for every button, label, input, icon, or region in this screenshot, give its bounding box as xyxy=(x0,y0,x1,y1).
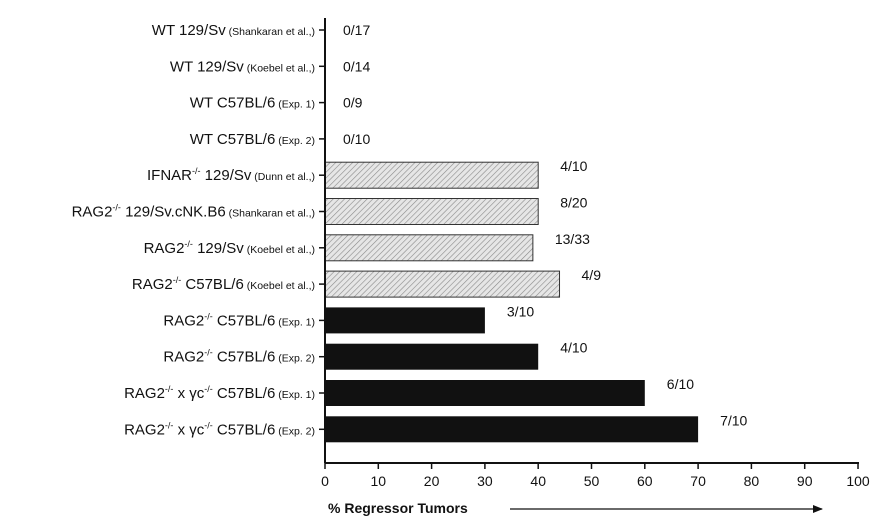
category-label-2: WT 129/Sv (Koebel et al.,) xyxy=(170,58,315,75)
category-label-6: RAG2-/- 129/Sv.cNK.B6 (Shankaran et al.,… xyxy=(72,203,315,221)
data-label-5: 4/10 xyxy=(560,158,587,174)
category-label-9: RAG2-/- C57BL/6 (Exp. 1) xyxy=(163,311,315,329)
bar-12 xyxy=(325,416,699,443)
x-tick-label-80: 80 xyxy=(744,473,760,489)
category-label-3: WT C57BL/6 (Exp. 1) xyxy=(190,95,315,112)
axes-group: 0 10 20 30 40 50 60 70 80 90 100 xyxy=(319,18,870,489)
bar-11 xyxy=(325,380,645,406)
category-label-10: RAG2-/- C57BL/6 (Exp. 2) xyxy=(163,348,315,366)
bar-6 xyxy=(324,198,539,225)
x-tick-label-90: 90 xyxy=(797,473,813,489)
data-label-8: 4/9 xyxy=(582,267,602,283)
x-tick-label-100: 100 xyxy=(846,473,870,489)
data-label-6: 8/20 xyxy=(560,195,587,211)
bar-10 xyxy=(325,343,539,370)
bar-5 xyxy=(324,161,539,189)
bars-group xyxy=(324,161,699,443)
x-tick-label-20: 20 xyxy=(424,473,440,489)
category-labels-group: WT 129/Sv (Shankaran et al.,) WT 129/Sv (… xyxy=(72,22,315,438)
bar-7 xyxy=(324,234,534,262)
x-tick-label-70: 70 xyxy=(690,473,706,489)
data-label-1: 0/17 xyxy=(343,22,370,38)
data-label-3: 0/9 xyxy=(343,95,363,111)
category-label-8: RAG2-/- C57BL/6 (Koebel et al.,) xyxy=(132,275,315,293)
x-tick-label-50: 50 xyxy=(584,473,600,489)
category-label-7: RAG2-/- 129/Sv (Koebel et al.,) xyxy=(144,239,315,257)
data-label-2: 0/14 xyxy=(343,58,370,74)
data-label-4: 0/10 xyxy=(343,131,370,147)
data-label-12: 7/10 xyxy=(720,412,747,428)
x-tick-label-0: 0 xyxy=(321,473,329,489)
bar-9 xyxy=(325,307,485,334)
category-label-5: IFNAR-/- 129/Sv (Dunn et al.,) xyxy=(147,166,315,184)
category-label-4: WT C57BL/6 (Exp. 2) xyxy=(190,131,315,148)
data-labels-group: 0/17 0/14 0/9 0/10 4/10 8/20 13/33 4/9 3/10 4/10 6… xyxy=(343,22,748,428)
category-label-11: RAG2-/- x γc-/- C57BL/6 (Exp. 1) xyxy=(124,384,315,402)
x-tick-label-60: 60 xyxy=(637,473,653,489)
x-axis-title: % Regressor Tumors xyxy=(328,500,468,516)
bar-8 xyxy=(324,270,561,298)
data-label-9: 3/10 xyxy=(507,303,534,319)
x-tick-label-10: 10 xyxy=(371,473,387,489)
data-label-11: 6/10 xyxy=(667,376,694,392)
data-label-10: 4/10 xyxy=(560,340,587,356)
data-label-7: 13/33 xyxy=(555,231,590,247)
x-tick-label-30: 30 xyxy=(477,473,493,489)
category-label-12: RAG2-/- x γc-/- C57BL/6 (Exp. 2) xyxy=(124,420,315,438)
category-label-1: WT 129/Sv (Shankaran et al.,) xyxy=(152,22,315,39)
x-tick-label-40: 40 xyxy=(530,473,546,489)
